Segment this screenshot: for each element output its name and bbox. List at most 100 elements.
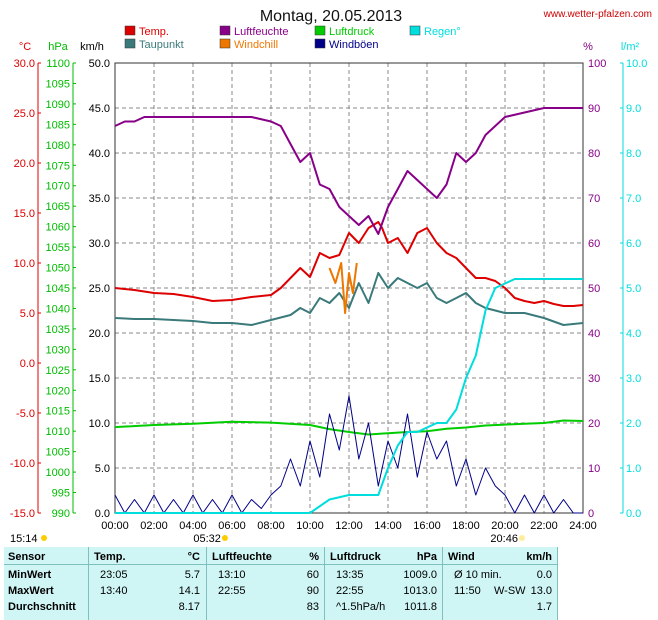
stats-divider [324,547,325,620]
weather-chart: Montag, 20.05.2013 www.wetter-pfalzen.co… [10,8,652,545]
humidity_pct-tick-label: 50 [588,283,600,295]
wind_kmh-tick-label: 25.0 [89,283,110,295]
humidity-time: 22:55 [218,585,246,597]
pressure-value: 1009.0 [403,569,437,581]
wind-value: 1.7 [536,601,552,613]
pressure_hpa-tick-label: 1085 [46,119,70,131]
humidity-value: 83 [306,601,319,613]
legend-swatch [219,25,231,36]
humidity_pct-tick-label: 0 [588,508,594,520]
legend-label: Taupunkt [139,39,184,51]
wind_kmh-tick-label: 40.0 [89,148,110,160]
pressure_hpa-tick-label: 1025 [46,365,70,377]
legend-label: Windböen [329,39,379,51]
temp-value: 5.7 [184,569,200,581]
legend-label: Luftfeuchte [234,26,288,38]
temp_c-tick-label: -15.0 [10,508,35,520]
temp_c-tick-label: 15.0 [14,208,35,220]
pressure_hpa-tick-label: 1045 [46,283,70,295]
header-temp-unit: °C [187,551,200,563]
legend-swatch [124,38,136,49]
legend-label: Windchill [234,39,278,51]
temp_c-unit-label: °C [19,41,31,53]
temp_c-tick-label: -10.0 [10,458,35,470]
legend-label: Luftdruck [329,26,375,38]
x-tick-label: 00:00 [101,520,129,532]
humidity-value: 90 [306,585,319,597]
legend-swatch [219,38,231,49]
series-windchill [328,262,358,314]
pressure_hpa-tick-label: 1095 [46,78,70,90]
rain_lm2-tick-label: 5.0 [626,283,641,295]
moon-icon [41,535,47,541]
pressure_hpa-tick-label: 1075 [46,160,70,172]
x-tick-label: 06:00 [218,520,246,532]
header-wind-unit: km/h [526,551,552,563]
x-tick-label: 24:00 [569,520,597,532]
row-label: MaxWert [8,585,54,597]
x-tick-label: 08:00 [257,520,285,532]
chart-title: Montag, 20.05.2013 [260,8,402,25]
x-tick-label: 16:00 [413,520,441,532]
temp_c-tick-label: 30.0 [14,58,35,70]
x-tick-label: 04:00 [179,520,207,532]
wind_kmh-tick-label: 30.0 [89,238,110,250]
wind_kmh-unit-label: km/h [80,41,104,53]
rain_lm2-unit-label: l/m² [621,41,640,53]
row-label: Durchschnitt [8,601,76,613]
stats-row-max: MaxWert 13:40 14.1 22:55 90 22:55 1013.0… [4,583,654,599]
pressure_hpa-tick-label: 1065 [46,201,70,213]
series-luftdruck [114,419,584,436]
series-temp [114,221,584,307]
x-axis: 00:00 02:00 04:00 06:00 08:00 10:00 12:00 14:00… [10,520,597,545]
rain_lm2-tick-label: 1.0 [626,463,641,475]
stats-divider [206,547,207,620]
pressure_hpa-tick-label: 1000 [46,467,70,479]
source-label[interactable]: www.wetter-pfalzen.com [543,9,652,20]
rain_lm2-tick-label: 3.0 [626,373,641,385]
legend-swatch [124,25,136,36]
rain_lm2-tick-label: 8.0 [626,148,641,160]
legend-swatch [409,25,421,36]
header-pressure: Luftdruck [330,551,381,563]
stats-divider [4,564,557,565]
x-tick-label: 14:00 [374,520,402,532]
sunset-label: 20:46 [490,533,518,545]
pressure-trend: ^1.5hPa/h [336,601,386,613]
x-tick-label: 18:00 [452,520,480,532]
rain_lm2-tick-label: 10.0 [626,58,647,70]
pressure_hpa-tick-label: 1090 [46,99,70,111]
rain_lm2-tick-label: 6.0 [626,238,641,250]
rain_lm2-tick-label: 9.0 [626,103,641,115]
humidity-time: 13:10 [218,569,246,581]
pressure_hpa-tick-label: 1005 [46,447,70,459]
pressure_hpa-tick-label: 1080 [46,140,70,152]
humidity_pct-tick-label: 60 [588,238,600,250]
row-label: MinWert [8,569,52,581]
x-tick-label: 02:00 [140,520,168,532]
grid [114,62,584,514]
humidity_pct-tick-label: 30 [588,373,600,385]
pressure_hpa-tick-label: 990 [52,508,70,520]
legend-swatch [314,38,326,49]
pressure_hpa-tick-label: 1060 [46,222,70,234]
legend-swatch [314,25,326,36]
wind_kmh-tick-label: 5.0 [95,463,110,475]
rain_lm2-tick-label: 2.0 [626,418,641,430]
pressure_hpa-tick-label: 1015 [46,406,70,418]
pressure_hpa-unit-label: hPa [48,41,68,53]
header-humidity-unit: % [309,551,319,563]
wind-direction: W-SW [494,585,526,597]
wind_kmh-tick-label: 50.0 [89,58,110,70]
stats-divider [442,547,443,620]
wind_kmh-tick-label: 45.0 [89,103,110,115]
wind_kmh-tick-label: 15.0 [89,373,110,385]
pressure_hpa-tick-label: 1030 [46,344,70,356]
wind-time: Ø 10 min. [454,569,502,581]
header-temp: Temp. [94,551,126,563]
humidity_pct-tick-label: 100 [588,58,606,70]
pressure-value: 1011.8 [404,601,437,613]
pressure-time: 22:55 [336,585,364,597]
pressure_hpa-tick-label: 1055 [46,242,70,254]
